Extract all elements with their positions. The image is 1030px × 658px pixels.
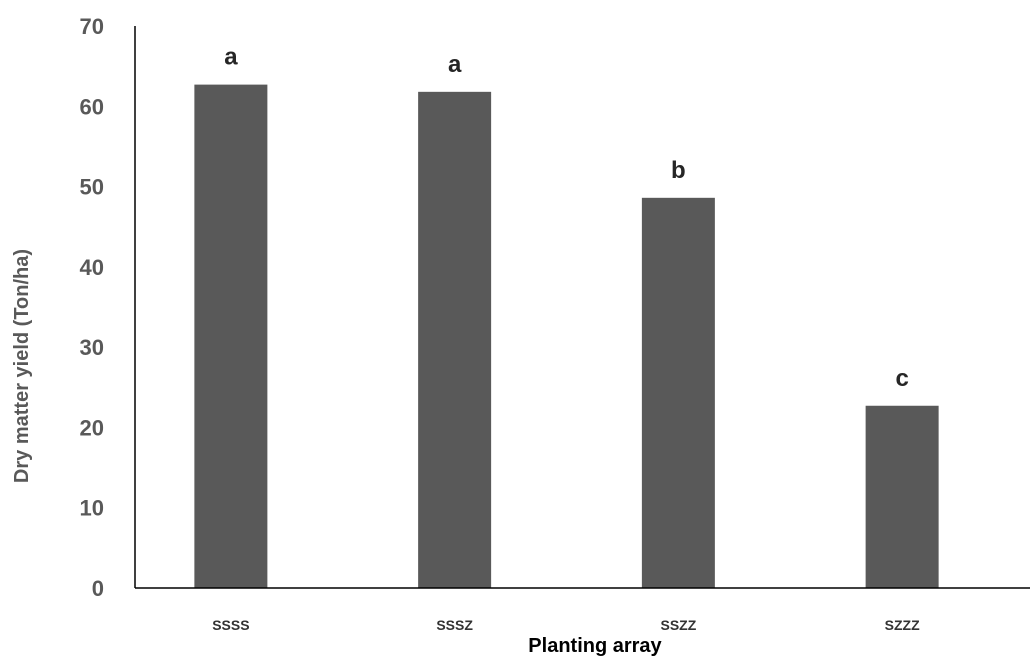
- y-tick-label: 60: [80, 94, 104, 119]
- y-tick-label: 40: [80, 255, 104, 280]
- bar: [641, 197, 715, 588]
- x-category-label: SZZZ: [885, 617, 920, 633]
- y-axis-title: Dry matter yield (Ton/ha): [11, 249, 33, 483]
- y-tick-label: 20: [80, 415, 104, 440]
- significance-letter: a: [448, 51, 462, 78]
- bar: [194, 84, 268, 588]
- bar: [418, 91, 492, 588]
- bar: [865, 405, 939, 588]
- significance-letter: b: [671, 157, 686, 184]
- significance-letter: c: [895, 365, 908, 392]
- x-category-label: SSSZ: [436, 617, 473, 633]
- y-tick-label: 10: [80, 496, 104, 521]
- y-tick-label: 50: [80, 175, 104, 200]
- significance-labels: a a b c: [224, 44, 909, 392]
- x-axis-categories: SSSS SSSZ SSZZ SZZZ: [212, 617, 920, 633]
- significance-letter: a: [224, 44, 238, 71]
- x-category-label: SSSS: [212, 617, 249, 633]
- y-tick-label: 30: [80, 335, 104, 360]
- y-tick-label: 70: [80, 14, 104, 39]
- x-axis-title: Planting array: [528, 635, 662, 657]
- y-axis-ticks: 0 10 20 30 40 50 60 70: [80, 14, 104, 601]
- bars: [194, 84, 939, 588]
- y-tick-label: 0: [92, 576, 104, 601]
- x-category-label: SSZZ: [660, 617, 696, 633]
